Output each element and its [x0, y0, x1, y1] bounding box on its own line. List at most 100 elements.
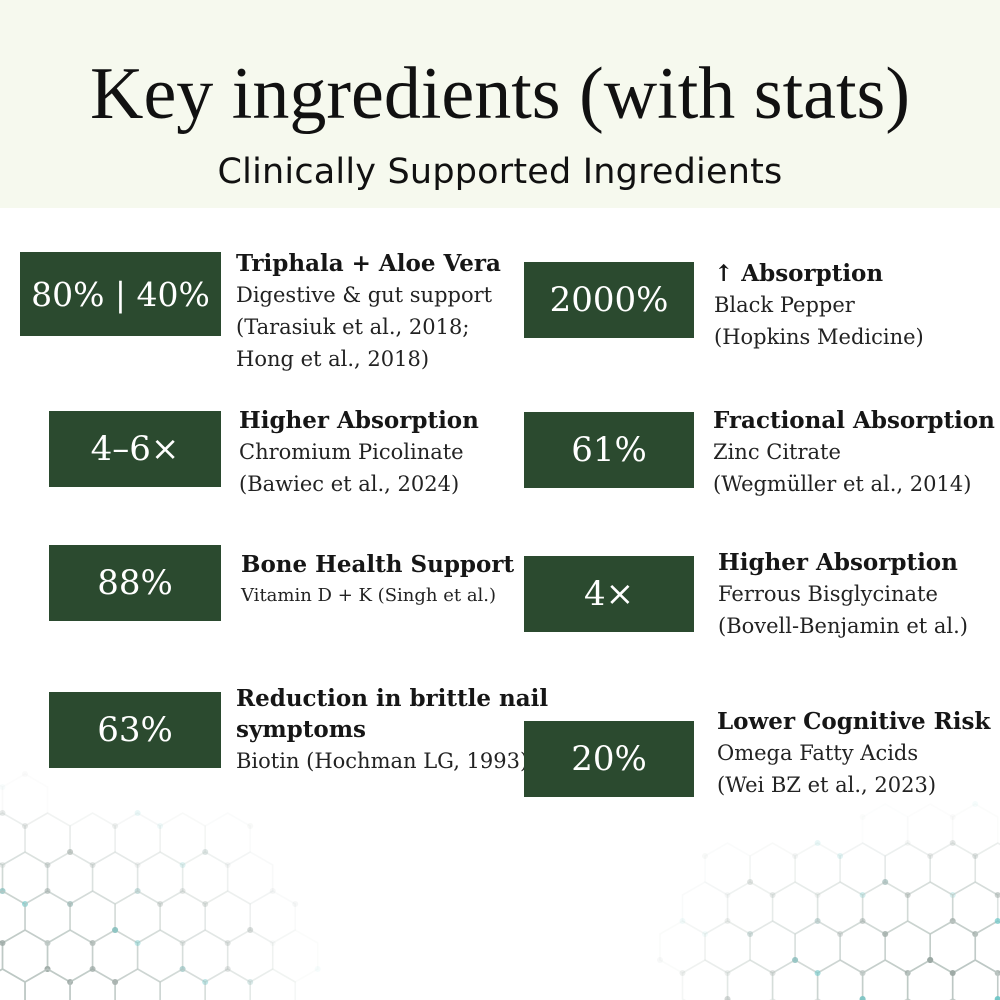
molecule-node: [179, 888, 186, 894]
hexagon-shape: [884, 920, 931, 974]
molecule-node: [859, 892, 866, 898]
molecule-node: [314, 966, 321, 972]
hexagon-shape: [906, 881, 954, 935]
stat-value: 80% | 40%: [31, 274, 210, 314]
molecule-node: [837, 853, 844, 859]
hexagon-shape: [794, 920, 841, 974]
molecule-node: [224, 966, 231, 972]
molecule-node: [202, 849, 209, 855]
molecule-node: [724, 996, 731, 1000]
hexagon-shape: [114, 812, 161, 866]
molecule-node: [67, 849, 74, 855]
stat-value: 20%: [571, 739, 647, 779]
hexagon-shape: [974, 920, 1000, 974]
hexagon-shape: [906, 803, 954, 857]
hexagon-shape: [249, 890, 297, 944]
molecule-node: [179, 966, 186, 972]
hexagon-shape: [249, 968, 297, 1000]
molecule-node: [202, 849, 209, 855]
stat-box-biotin: 63%: [49, 692, 221, 768]
hexagon-shape: [816, 959, 864, 1000]
stat-text-ferrous: Higher Absorption Ferrous Bisglycinate (…: [718, 547, 968, 642]
hexagon-shape: [1, 929, 49, 983]
molecule-node: [769, 892, 776, 898]
stat-text-triphala: Triphala + Aloe Vera Digestive & gut sup…: [236, 248, 501, 375]
molecule-node: [859, 814, 866, 820]
hexagon-shape: [929, 920, 977, 974]
stat-box-chromium: 4–6×: [49, 411, 221, 487]
molecule-node: [859, 918, 866, 924]
stat-text-biotin: Reduction in brittle nail symptoms Bioti…: [236, 683, 548, 777]
molecule-node: [269, 940, 276, 946]
molecule-node: [269, 888, 276, 894]
hexagon-shape: [1, 773, 49, 827]
stat-text-vitamin-dk: Bone Health Support Vitamin D + K (Singh…: [241, 549, 514, 612]
molecule-node: [112, 979, 119, 985]
molecule-node: [0, 862, 6, 868]
molecule-node: [882, 879, 889, 885]
molecule-node: [112, 823, 119, 829]
stat-line: Zinc Citrate: [713, 440, 841, 464]
stat-line: (Bovell-Benjamin et al.): [718, 614, 968, 638]
molecule-node: [67, 901, 74, 907]
hexagon-shape: [951, 803, 999, 857]
hexagon-shape: [749, 842, 796, 896]
hexagon-shape: [861, 881, 909, 935]
hexagon-shape: [24, 812, 71, 866]
molecule-node: [904, 840, 911, 846]
molecule-node: [747, 931, 754, 937]
stat-box-black-pepper: 2000%: [524, 262, 694, 338]
molecule-node: [112, 927, 119, 933]
stat-line: Hong et al., 2018): [236, 347, 430, 371]
hexagon-shape: [69, 812, 116, 866]
molecule-node: [994, 892, 1000, 898]
stat-text-chromium: Higher Absorption Chromium Picolinate (B…: [239, 405, 479, 500]
hexagon-shape: [951, 959, 999, 1000]
hexagon-shape: [704, 842, 751, 896]
stat-value: 61%: [571, 430, 647, 470]
stat-line: Omega Fatty Acids: [717, 741, 919, 765]
hexagon-shape: [861, 803, 909, 857]
page-subtitle: Clinically Supported Ingredients: [217, 152, 783, 192]
molecule-node: [882, 879, 889, 885]
molecule-node: [247, 979, 254, 985]
hexagon-shape: [181, 929, 229, 983]
stat-heading: Higher Absorption: [718, 549, 958, 576]
molecule-node: [134, 810, 141, 816]
stat-value: 88%: [97, 563, 173, 603]
molecule-node: [0, 940, 6, 946]
hexagon-shape: [136, 929, 184, 983]
hexagon-shape: [114, 890, 161, 944]
molecule-node: [679, 970, 686, 976]
hexagon-shape: [271, 929, 319, 983]
hexagon-shape: [69, 968, 116, 1000]
molecule-node: [179, 940, 186, 946]
hexagon-shape: [951, 881, 999, 935]
stat-value: 63%: [97, 710, 173, 750]
hexagon-shape: [91, 851, 139, 905]
molecule-node: [247, 979, 254, 985]
stat-line: Digestive & gut support: [236, 283, 493, 307]
hexagon-shape: [771, 881, 819, 935]
hexagon-shape: [861, 959, 909, 1000]
stat-heading: ↑ Absorption: [714, 260, 884, 287]
stat-heading: Triphala + Aloe Vera: [236, 250, 501, 277]
stat-line: Ferrous Bisglycinate: [718, 582, 938, 606]
stat-heading: Reduction in brittle nail: [236, 685, 549, 712]
molecule-node: [657, 957, 663, 963]
hexagon-shape: [726, 959, 774, 1000]
stat-line: (Hopkins Medicine): [714, 325, 924, 349]
hexagon-shape: [159, 890, 206, 944]
molecule-node: [792, 957, 799, 963]
stat-line: (Wegmüller et al., 2014): [713, 472, 972, 496]
molecule-node: [814, 840, 821, 846]
hexagon-shape: [181, 851, 229, 905]
molecule-node: [134, 862, 141, 868]
stat-line: Biotin (Hochman LG, 1993): [236, 749, 529, 773]
molecule-node: [814, 970, 821, 976]
hexagon-shape: [24, 890, 71, 944]
stat-box-vitamin-dk: 88%: [49, 545, 221, 621]
hexagon-shape: [226, 929, 274, 983]
molecule-node: [747, 879, 754, 885]
